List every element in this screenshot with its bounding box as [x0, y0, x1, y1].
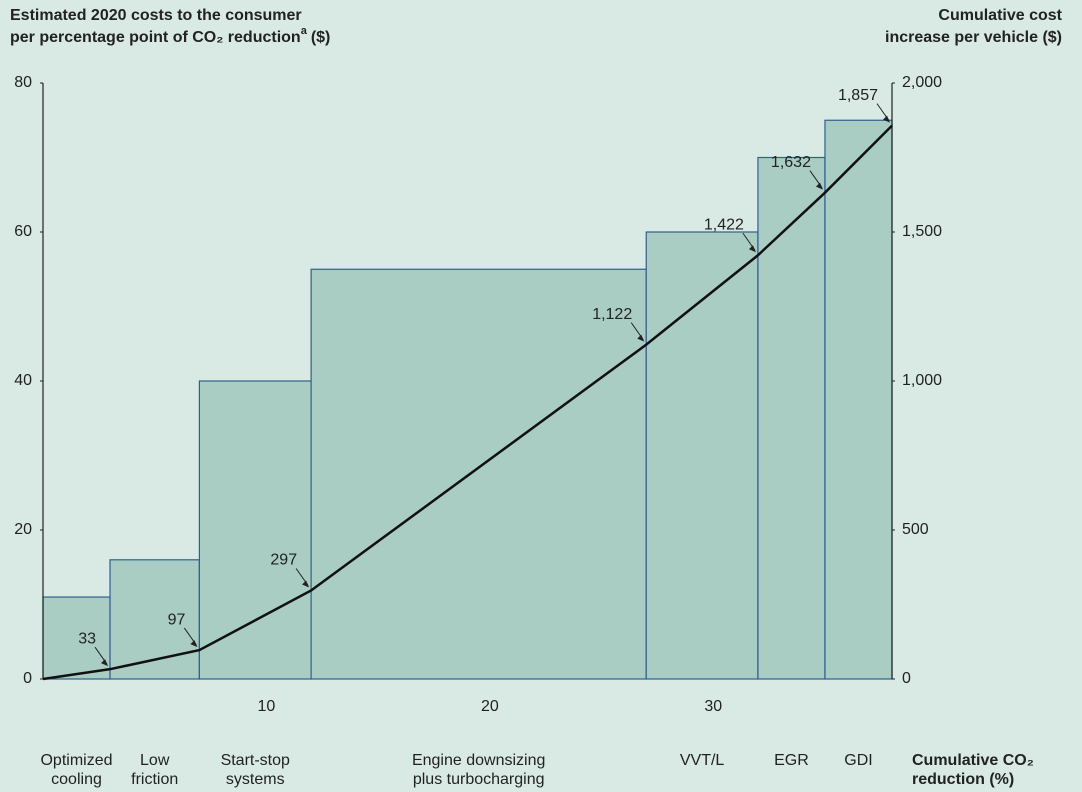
x-axis-title: Cumulative CO₂: [912, 752, 1034, 769]
y2-axis-title: Cumulative cost: [938, 7, 1062, 24]
category-label: Low: [140, 752, 170, 769]
category-label: Engine downsizing: [412, 752, 545, 769]
bar: [109, 559, 200, 680]
y-axis-title-line: per percentage point of CO₂ reduction: [10, 29, 301, 46]
category-label: plus turbocharging: [413, 771, 545, 788]
category-label: Optimized: [40, 752, 112, 769]
bar: [645, 231, 759, 680]
value-label: 33: [78, 630, 96, 647]
bar: [310, 268, 647, 680]
category-label: VVT/L: [680, 752, 725, 769]
bar: [824, 119, 893, 680]
category-label: GDI: [844, 752, 872, 769]
x-tick-label: 20: [481, 698, 499, 715]
value-label: 1,122: [592, 306, 632, 323]
y2-axis-title: increase per vehicle ($): [885, 29, 1062, 46]
label-arrowhead: [815, 182, 823, 190]
x-tick-label: 30: [704, 698, 722, 715]
y2-tick-label: 2,000: [902, 74, 942, 91]
y2-tick-label: 1,500: [902, 223, 942, 240]
y-tick-label: 60: [14, 223, 32, 240]
y-axis-title: per percentage point of CO₂ reductiona ($…: [10, 25, 330, 46]
bar: [198, 380, 312, 680]
bar: [42, 596, 111, 680]
category-label: systems: [226, 771, 285, 788]
y-axis-title: Estimated 2020 costs to the consumer: [10, 7, 302, 24]
y-tick-label: 80: [14, 74, 32, 91]
label-arrowhead: [302, 580, 310, 588]
label-arrowhead: [748, 245, 756, 253]
label-arrowhead: [637, 334, 645, 342]
category-label: cooling: [51, 771, 102, 788]
value-label: 1,632: [771, 154, 811, 171]
value-label: 1,857: [838, 87, 878, 104]
label-arrowhead: [190, 640, 198, 648]
y-tick-label: 40: [14, 372, 32, 389]
y-tick-label: 0: [23, 670, 32, 687]
y2-tick-label: 0: [902, 670, 911, 687]
y2-tick-label: 500: [902, 521, 929, 538]
y2-tick-label: 1,000: [902, 372, 942, 389]
category-label: Start-stop: [221, 752, 290, 769]
label-arrowhead: [101, 659, 109, 667]
label-arrowhead: [883, 115, 890, 123]
y-axis-title-unit: ($): [311, 29, 331, 46]
value-label: 1,422: [704, 216, 744, 233]
value-label: 97: [168, 611, 186, 628]
bar: [757, 156, 826, 680]
category-label: friction: [131, 771, 178, 788]
category-label: EGR: [774, 752, 809, 769]
x-tick-label: 10: [258, 698, 276, 715]
y-tick-label: 20: [14, 521, 32, 538]
y-axis-title-note: a: [301, 25, 308, 37]
value-label: 297: [270, 552, 297, 569]
cumulative-line: [42, 124, 893, 681]
x-axis-title: reduction (%): [912, 771, 1014, 788]
